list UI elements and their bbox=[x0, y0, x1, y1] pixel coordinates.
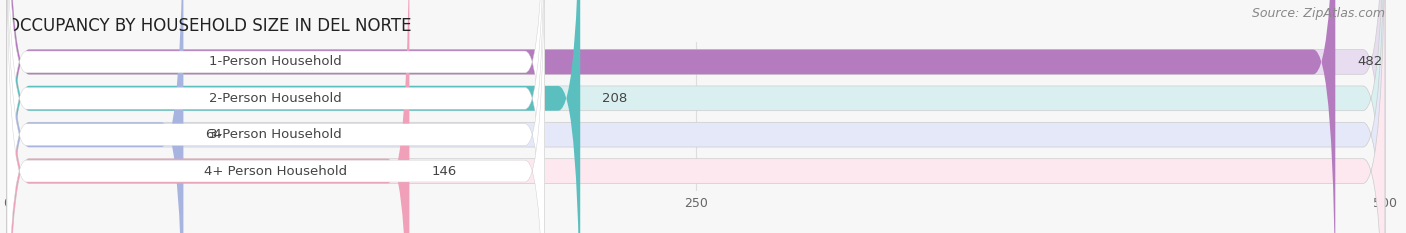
Text: 146: 146 bbox=[432, 164, 457, 178]
Text: 64: 64 bbox=[205, 128, 222, 141]
FancyBboxPatch shape bbox=[7, 0, 1385, 233]
FancyBboxPatch shape bbox=[7, 0, 183, 233]
Text: 2-Person Household: 2-Person Household bbox=[209, 92, 342, 105]
Text: OCCUPANCY BY HOUSEHOLD SIZE IN DEL NORTE: OCCUPANCY BY HOUSEHOLD SIZE IN DEL NORTE bbox=[7, 17, 412, 35]
Text: 482: 482 bbox=[1357, 55, 1382, 69]
Text: Source: ZipAtlas.com: Source: ZipAtlas.com bbox=[1251, 7, 1385, 20]
FancyBboxPatch shape bbox=[7, 0, 544, 233]
Text: 4+ Person Household: 4+ Person Household bbox=[204, 164, 347, 178]
FancyBboxPatch shape bbox=[7, 0, 544, 233]
FancyBboxPatch shape bbox=[7, 0, 1385, 233]
Text: 208: 208 bbox=[602, 92, 627, 105]
FancyBboxPatch shape bbox=[7, 0, 544, 233]
FancyBboxPatch shape bbox=[7, 0, 409, 233]
FancyBboxPatch shape bbox=[7, 0, 1336, 233]
FancyBboxPatch shape bbox=[7, 0, 1385, 233]
FancyBboxPatch shape bbox=[7, 0, 581, 233]
Text: 1-Person Household: 1-Person Household bbox=[209, 55, 342, 69]
FancyBboxPatch shape bbox=[7, 0, 1385, 233]
Text: 3-Person Household: 3-Person Household bbox=[209, 128, 342, 141]
FancyBboxPatch shape bbox=[7, 0, 544, 233]
